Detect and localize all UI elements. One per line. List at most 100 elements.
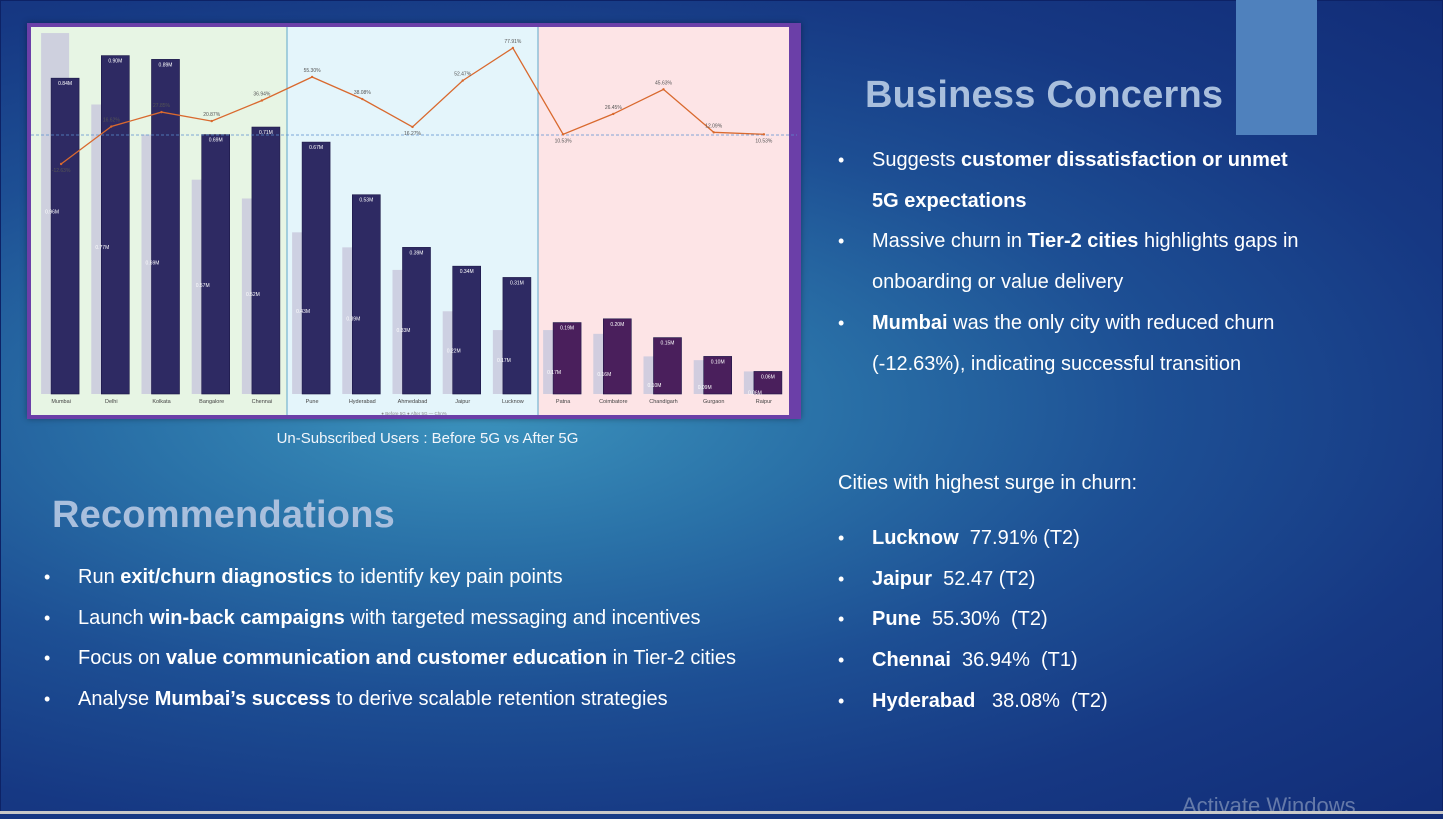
bar-after-5g xyxy=(251,126,281,395)
bar-after-5g xyxy=(351,194,381,395)
recommendation-item: Run exit/churn diagnostics to identify k… xyxy=(44,557,804,598)
after-value-label: 0.67M xyxy=(309,145,323,151)
after-value-label: 0.71M xyxy=(259,130,273,136)
churn-percent-label: -12.63% xyxy=(52,168,71,174)
concern-item: Massive churn in Tier-2 cities highlight… xyxy=(838,221,1318,302)
churn-point xyxy=(260,99,264,102)
before-value-label: 0.96M xyxy=(45,210,59,216)
churn-point xyxy=(461,79,464,82)
surge-item: Hyderabad 38.08% (T2) xyxy=(838,681,1238,722)
churn-percent-label: 55.30% xyxy=(304,68,322,74)
churn-point xyxy=(561,133,565,136)
churn-point xyxy=(612,112,615,116)
concern-item: Mumbai was the only city with reduced ch… xyxy=(838,303,1318,384)
churn-point xyxy=(361,97,364,101)
churn-percent-label: 16.62% xyxy=(103,118,121,124)
after-value-label: 0.19M xyxy=(560,326,574,332)
bar-after-5g xyxy=(201,134,230,395)
churn-point xyxy=(411,125,414,129)
concern-item: Suggests customer dissatisfaction or unm… xyxy=(838,140,1318,221)
recommendation-item: Analyse Mumbai’s success to derive scala… xyxy=(44,679,804,720)
after-value-label: 0.31M xyxy=(510,280,524,286)
recommendation-item: Launch win-back campaigns with targeted … xyxy=(44,598,804,639)
churn-percent-label: 16.27% xyxy=(404,131,422,137)
x-tick-label: Ahmedabad xyxy=(398,399,428,405)
churn-point xyxy=(210,119,213,123)
bar-after-5g xyxy=(151,59,180,395)
bar-after-5g xyxy=(502,277,532,395)
churn-percent-label: 10.53% xyxy=(755,138,773,144)
churn-point xyxy=(59,162,63,166)
churn-percent-label: 38.08% xyxy=(354,90,372,96)
churn-percent-label: 12.09% xyxy=(705,123,723,129)
after-value-label: 0.20M xyxy=(610,322,624,328)
surge-title: Cities with highest surge in churn: xyxy=(838,472,1138,494)
churn-percent-label: 77.91% xyxy=(504,39,522,45)
recommendations-heading: Recommendations xyxy=(52,494,395,536)
after-value-label: 0.53M xyxy=(359,198,373,204)
x-tick-label: Patna xyxy=(556,399,571,405)
before-value-label: 0.77M xyxy=(95,245,109,251)
churn-point xyxy=(662,88,665,91)
before-value-label: 0.09M xyxy=(698,385,712,391)
surge-item: Chennai 36.94% (T1) xyxy=(838,640,1238,681)
after-value-label: 0.69M xyxy=(209,138,223,144)
surge-item: Lucknow 77.91% (T2) xyxy=(838,518,1238,559)
surge-list: Lucknow 77.91% (T2) Jaipur 52.47 (T2) Pu… xyxy=(838,518,1238,722)
after-value-label: 0.90M xyxy=(108,59,122,65)
recommendations-list: Run exit/churn diagnostics to identify k… xyxy=(44,557,804,720)
bar-after-5g xyxy=(552,322,582,395)
churn-point xyxy=(310,75,314,79)
before-value-label: 0.17M xyxy=(497,358,511,364)
bar-after-5g xyxy=(402,247,431,395)
before-value-label: 0.06M xyxy=(748,391,762,397)
chart-legend: ● Before 5G ● After 5G — Chn% xyxy=(381,411,446,415)
chart-caption: Un-Subscribed Users : Before 5G vs After… xyxy=(276,430,579,447)
churn-percent-label: 52.47% xyxy=(454,72,472,78)
x-tick-label: Chennai xyxy=(252,399,273,405)
before-value-label: 0.57M xyxy=(196,283,210,289)
bar-after-5g xyxy=(653,337,682,395)
bottom-strip xyxy=(0,811,1443,814)
bar-after-5g xyxy=(301,141,331,395)
churn-point xyxy=(712,131,715,134)
after-value-label: 0.06M xyxy=(761,374,775,380)
bar-after-5g xyxy=(602,318,632,395)
x-tick-label: Hyderabad xyxy=(349,399,376,405)
bar-after-5g xyxy=(703,356,733,395)
x-tick-label: Mumbai xyxy=(51,399,71,405)
before-value-label: 0.69M xyxy=(146,260,160,266)
x-tick-label: Coimbatore xyxy=(599,399,627,405)
churn-chart-frame: 0.84M 0.96M Mumbai 0.90M 0.77M Delhi 0.89M 0.69… xyxy=(27,23,801,419)
after-value-label: 0.10M xyxy=(711,359,725,365)
bar-after-5g xyxy=(101,55,130,395)
before-value-label: 0.10M xyxy=(648,383,662,389)
after-value-label: 0.84M xyxy=(58,81,72,87)
recommendation-item: Focus on value communication and custome… xyxy=(44,638,804,679)
x-tick-label: Chandigarh xyxy=(649,399,677,405)
surge-item: Jaipur 52.47 (T2) xyxy=(838,559,1238,600)
after-value-label: 0.39M xyxy=(410,250,424,256)
before-value-label: 0.22M xyxy=(447,349,461,355)
before-value-label: 0.17M xyxy=(547,370,561,376)
x-tick-label: Pune xyxy=(306,399,319,405)
x-tick-label: Kolkata xyxy=(152,399,171,405)
churn-percent-label: 27.85% xyxy=(153,103,171,109)
churn-point xyxy=(762,133,766,136)
churn-point xyxy=(511,46,515,50)
x-tick-label: Bangalore xyxy=(199,399,224,405)
business-concerns-list: Suggests customer dissatisfaction or unm… xyxy=(838,140,1318,384)
after-value-label: 0.34M xyxy=(460,269,474,275)
x-tick-label: Gurgaon xyxy=(703,399,724,405)
churn-percent-label: 10.53% xyxy=(555,138,573,144)
churn-percent-label: 20.87% xyxy=(203,112,221,118)
business-concerns-heading: Business Concerns xyxy=(865,74,1224,116)
churn-percent-label: 26.45% xyxy=(605,105,623,111)
after-value-label: 0.89M xyxy=(159,62,173,68)
bar-after-5g xyxy=(753,371,783,395)
churn-chart: 0.84M 0.96M Mumbai 0.90M 0.77M Delhi 0.89M 0.69… xyxy=(31,27,797,415)
after-value-label: 0.15M xyxy=(661,341,675,347)
churn-percent-label: 45.63% xyxy=(655,80,673,86)
churn-point xyxy=(110,125,113,128)
surge-item: Pune 55.30% (T2) xyxy=(838,599,1238,640)
